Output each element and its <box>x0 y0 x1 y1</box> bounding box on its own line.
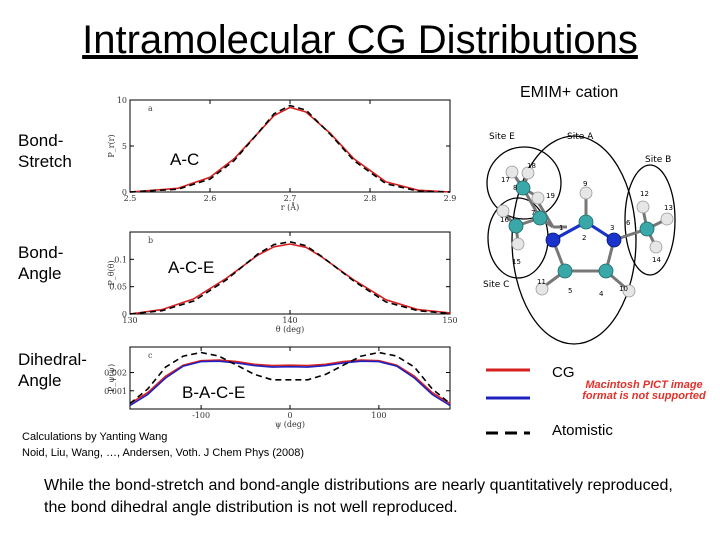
y-axis-label: P_ψ(ψ) <box>107 364 116 392</box>
plot-frame <box>129 346 451 410</box>
atom-number: 14 <box>652 256 661 264</box>
site-b-ellipse <box>624 164 676 276</box>
atom-number: 2 <box>582 234 586 242</box>
panel-bond-stretch: 2.5 2.6 2.7 2.8 2.9 0 5 10 r (Å) P_r(r) a <box>107 96 456 212</box>
site-label-a: Site A <box>567 132 594 142</box>
y-axis-label: P_θ(θ) <box>107 260 116 285</box>
y-axis-label: P_r(r) <box>107 134 116 157</box>
panel-dihedral-angle: -100 0 100 0.001 0.002 ψ (deg) P_ψ(ψ) c <box>104 346 451 429</box>
cation-label: EMIM+ cation <box>520 84 619 101</box>
x-tick-label: 140 <box>282 316 297 325</box>
panel-bond-angle: 130 140 150 0 0.05 0.1 θ (deg) P_θ(θ) b <box>107 231 458 334</box>
atom-number: 1 <box>559 224 563 232</box>
atom-number: 11 <box>537 278 546 286</box>
row-label-bond-stretch: Bond-Stretch <box>18 131 72 171</box>
y-tick-label: 0.1 <box>114 255 127 264</box>
y-tick-label: 0 <box>122 188 127 197</box>
panel-label-a-c-e: A-C-E <box>168 258 215 277</box>
x-tick-label: 2.8 <box>364 194 377 203</box>
atom-number: 13 <box>664 204 673 212</box>
x-tick-label: 100 <box>371 411 386 420</box>
y-tick-label: 0.05 <box>109 283 127 292</box>
x-tick-label: 2.6 <box>204 194 217 203</box>
panel-label-b-a-c-e: B-A-C-E <box>182 383 246 402</box>
site-label-e: Site E <box>489 132 515 142</box>
row-label-bond-angle: Bond-Angle <box>18 243 64 283</box>
x-tick-label: 2.7 <box>284 194 297 203</box>
legend-label-atomistic: Atomistic <box>552 422 613 439</box>
y-tick-label: 0.001 <box>104 387 127 396</box>
atom-number: 18 <box>527 162 536 170</box>
atom-number: 10 <box>619 285 628 293</box>
x-axis-label: ψ (deg) <box>275 420 305 429</box>
y-tick-label: 5 <box>122 142 127 151</box>
panel-letter: b <box>148 236 153 245</box>
plot-frame <box>129 99 451 193</box>
atom-number: 5 <box>568 287 572 295</box>
series-line-cg <box>129 243 451 315</box>
unsupported-image-placeholder: Macintosh PICT image format is not suppo… <box>582 379 706 402</box>
atom-number-labels: 18 9 17 8 19 12 13 6 16 7 3 1 2 14 15 11… <box>500 162 673 298</box>
y-tick-label: 10 <box>117 96 127 105</box>
x-tick-label: 150 <box>442 316 457 325</box>
slide-title: Intramolecular CG Distributions <box>82 18 638 62</box>
x-axis-label: θ (deg) <box>276 325 305 334</box>
atom-number: 3 <box>610 224 614 232</box>
panel-letter: a <box>148 104 153 113</box>
y-tick-label: 0.002 <box>104 369 127 378</box>
series-line-atomistic <box>129 351 451 405</box>
legend-label-cg: CG <box>552 364 575 381</box>
atom-number: 8 <box>513 184 517 192</box>
series-line-atomistic <box>129 104 451 193</box>
citation-line-2: Noid, Liu, Wang, …, Andersen, Voth. J Ch… <box>22 447 305 459</box>
x-tick-label: 2.9 <box>444 194 457 203</box>
panel-label-a-c: A-C <box>170 150 200 169</box>
x-tick-label: 2.5 <box>124 194 137 203</box>
site-a-ellipse <box>511 135 637 345</box>
atom-number: 4 <box>599 290 604 298</box>
atom-number: 6 <box>626 219 631 227</box>
row-label-dihedral-angle: Dihedral-Angle <box>18 350 87 390</box>
series-line-cg-blue <box>129 360 451 407</box>
x-tick-label: 130 <box>122 316 137 325</box>
atom-number: 17 <box>501 176 510 184</box>
emim-molecule-diagram: Site E Site A Site B Site C 18 9 17 8 19… <box>483 132 676 345</box>
nitrogen-atoms <box>545 232 622 248</box>
hydrogen-atoms <box>496 165 674 298</box>
y-tick-label: 0 <box>122 310 127 319</box>
site-label-c: Site C <box>483 280 509 290</box>
x-tick-label: 0 <box>287 411 292 420</box>
x-axis-label: r (Å) <box>281 203 299 212</box>
atom-number: 19 <box>546 192 555 200</box>
x-tick-label: -100 <box>192 411 210 420</box>
series-line-cg <box>129 106 451 193</box>
atom-number: 7 <box>531 209 535 217</box>
series-line-atomistic <box>129 241 451 315</box>
legend-swatches <box>486 368 530 435</box>
site-label-b: Site B <box>645 155 671 165</box>
conclusion-text: While the bond-stretch and bond-angle di… <box>44 477 673 516</box>
series-line-cg-red <box>129 359 451 405</box>
panel-letter: c <box>148 351 153 360</box>
distribution-plots: 2.5 2.6 2.7 2.8 2.9 0 5 10 r (Å) P_r(r) a 130 140 15… <box>104 96 458 429</box>
atom-number: 9 <box>583 180 587 188</box>
atom-number: 12 <box>640 190 649 198</box>
citation-line-1: Calculations by Yanting Wang <box>22 431 168 443</box>
carbon-atoms <box>508 180 655 279</box>
site-e-ellipse <box>486 146 562 220</box>
atom-number: 15 <box>512 258 521 266</box>
atom-number: 16 <box>500 216 509 224</box>
citation: Calculations by Yanting Wang Noid, Liu, … <box>22 429 304 461</box>
